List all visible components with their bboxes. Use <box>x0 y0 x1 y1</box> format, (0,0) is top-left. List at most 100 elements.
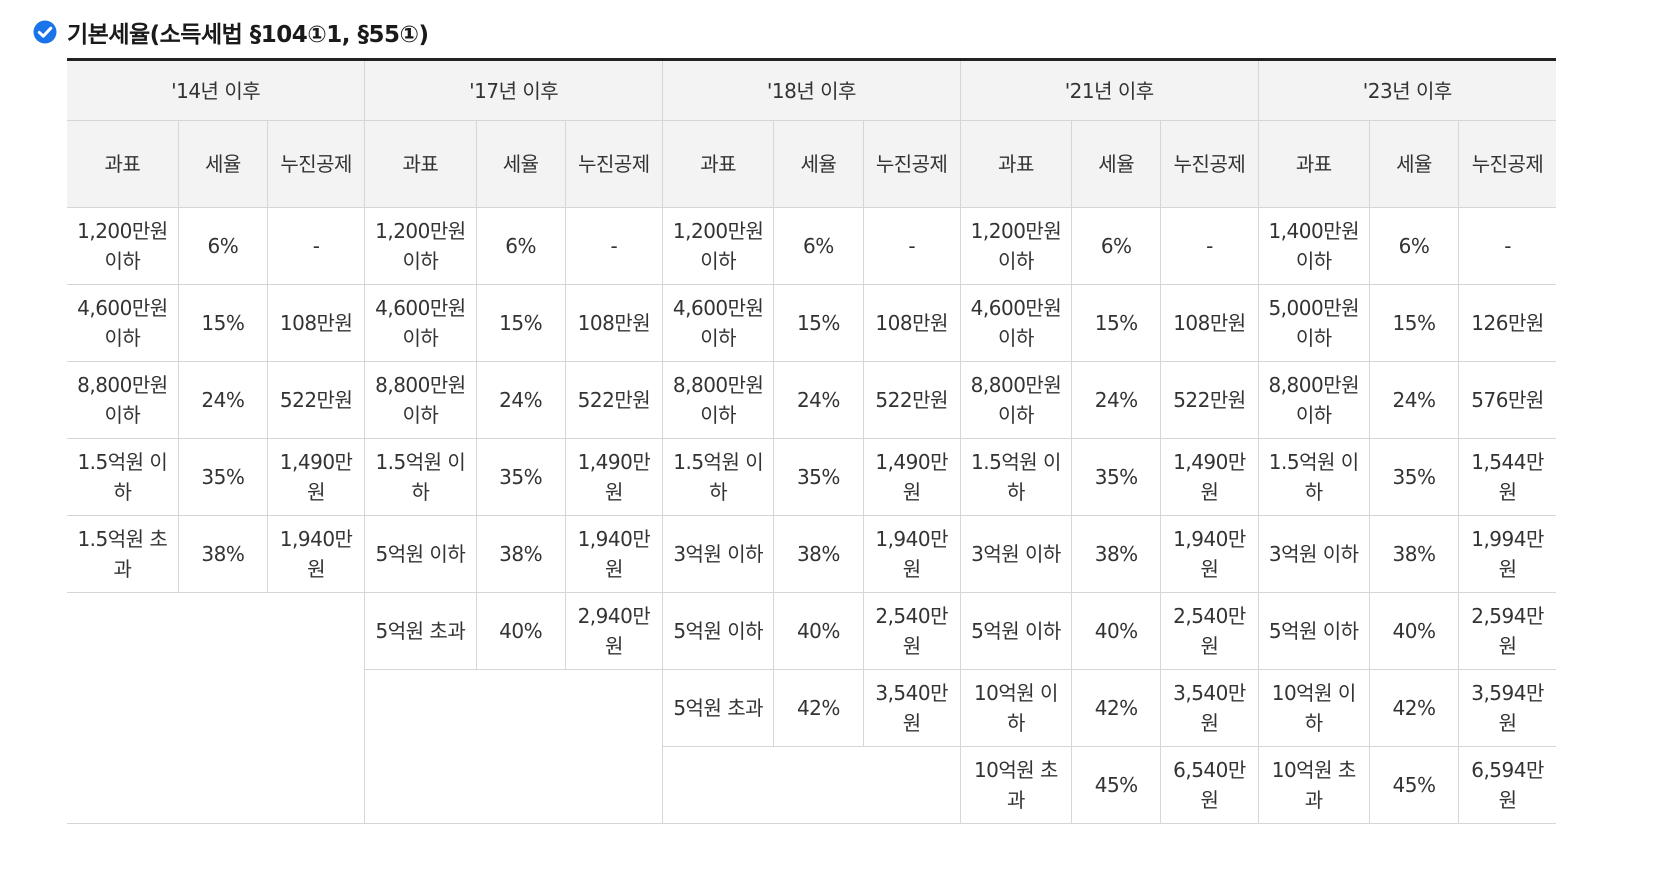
cell-base: 8,800만원 이하 <box>364 361 477 439</box>
column-header-deduction: 누진공제 <box>1160 120 1259 208</box>
cell-deduction: 1,544만원 <box>1458 438 1556 516</box>
cell-rate: 38% <box>1368 515 1460 593</box>
cell-rate: 24% <box>773 361 864 439</box>
cell-rate: 38% <box>1071 515 1162 593</box>
period-header-2021: '21년 이후 <box>959 59 1259 121</box>
cell-deduction: 126만원 <box>1458 284 1556 362</box>
cell-base: 10억원 초과 <box>1257 746 1370 824</box>
cell-deduction: 6,540만원 <box>1160 746 1259 824</box>
cell-base: 5,000만원 이하 <box>1257 284 1370 362</box>
cell-base: 1,400만원 이하 <box>1257 207 1370 285</box>
period-header-row: '14년 이후 '17년 이후 '18년 이후 '21년 이후 '23년 이후 <box>67 59 1556 121</box>
cell-deduction: 1,490만원 <box>1160 438 1259 516</box>
cell-rate: 35% <box>773 438 864 516</box>
table-row: 4,600만원 이하 15% 108만원 4,600만원 이하 15% 108만원 4,60… <box>67 284 1556 362</box>
cell-deduction: 108만원 <box>564 284 664 362</box>
table-row: 10억원 초과 45% 6,540만원 10억원 초과 45% 6,594만원 <box>67 746 1556 824</box>
column-header-base: 과표 <box>662 120 775 208</box>
column-header-deduction: 누진공제 <box>1458 120 1556 208</box>
cell-deduction: 2,540만원 <box>1160 592 1259 670</box>
cell-base: 10억원 초과 <box>959 746 1073 824</box>
cell-base: 1.5억원 이하 <box>959 438 1073 516</box>
cell-base: 8,800만원 이하 <box>1257 361 1370 439</box>
cell-base: 5억원 이하 <box>1257 592 1370 670</box>
cell-rate: 38% <box>773 515 864 593</box>
table-row: 5억원 초과 40% 2,940만원 5억원 이하 40% 2,540만원 5억원 이하 40… <box>67 592 1556 824</box>
cell-base: 3억원 이하 <box>662 515 775 593</box>
cell-rate: 24% <box>1071 361 1162 439</box>
empty-cell <box>364 669 664 824</box>
cell-deduction: 1,940만원 <box>1160 515 1259 593</box>
cell-rate: 35% <box>177 438 269 516</box>
cell-rate: 15% <box>1368 284 1460 362</box>
cell-deduction: 1,940만원 <box>862 515 961 593</box>
column-header-rate: 세율 <box>177 120 269 208</box>
cell-base: 4,600만원 이하 <box>364 284 477 362</box>
cell-base: 5억원 초과 <box>364 592 477 670</box>
column-header-rate: 세율 <box>1071 120 1162 208</box>
table-row: 5억원 초과 42% 3,540만원 10억원 이하 42% 3,540만원 10억원 이하… <box>67 669 1556 824</box>
cell-rate: 35% <box>1368 438 1460 516</box>
cell-base: 5억원 이하 <box>662 592 775 670</box>
cell-deduction: 2,540만원 <box>862 592 961 670</box>
cell-deduction: 3,540만원 <box>1160 669 1259 747</box>
cell-rate: 15% <box>177 284 269 362</box>
cell-deduction: 2,594만원 <box>1458 592 1556 670</box>
section-heading: 기본세율(소득세법 §104①1, §55①) <box>33 14 429 50</box>
cell-deduction: 3,594만원 <box>1458 669 1556 747</box>
cell-deduction: 522만원 <box>266 361 366 439</box>
cell-deduction: - <box>266 207 366 285</box>
cell-base: 1.5억원 이하 <box>364 438 477 516</box>
cell-rate: 15% <box>475 284 566 362</box>
column-header-rate: 세율 <box>475 120 566 208</box>
cell-rate: 38% <box>177 515 269 593</box>
cell-deduction: 3,540만원 <box>862 669 961 747</box>
column-header-base: 과표 <box>364 120 477 208</box>
cell-deduction: 1,490만원 <box>862 438 961 516</box>
cell-deduction: 1,490만원 <box>266 438 366 516</box>
cell-rate: 45% <box>1368 746 1460 824</box>
cell-rate: 42% <box>1368 669 1460 747</box>
column-header-deduction: 누진공제 <box>564 120 664 208</box>
period-header-2014: '14년 이후 <box>67 59 366 121</box>
cell-base: 10억원 이하 <box>1257 669 1370 747</box>
cell-base: 1,200만원 이하 <box>959 207 1073 285</box>
cell-rate: 42% <box>1071 669 1162 747</box>
cell-deduction: - <box>862 207 961 285</box>
cell-base: 5억원 이하 <box>364 515 477 593</box>
page-title: 기본세율(소득세법 §104①1, §55①) <box>67 22 429 48</box>
column-header-base: 과표 <box>959 120 1073 208</box>
cell-rate: 6% <box>1368 207 1460 285</box>
cell-base: 1.5억원 이하 <box>67 438 179 516</box>
cell-base: 1.5억원 초과 <box>67 515 179 593</box>
cell-rate: 24% <box>475 361 566 439</box>
table-row: 1.5억원 초과 38% 1,940만원 5억원 이하 38% 1,940만원 3억원 이하… <box>67 515 1556 593</box>
cell-rate: 24% <box>177 361 269 439</box>
table-row: 1,200만원 이하 6% -1,200만원 이하 6% -1,200만원 이하 6% -1… <box>67 207 1556 285</box>
cell-deduction: 1,994만원 <box>1458 515 1556 593</box>
cell-rate: 42% <box>773 669 864 747</box>
column-header-row: 과표 세율 누진공제 과표 세율 누진공제 과표 세율 누진공제 과표 세율 누… <box>67 120 1556 208</box>
cell-base: 8,800만원 이하 <box>959 361 1073 439</box>
cell-base: 8,800만원 이하 <box>67 361 179 439</box>
period-header-2017: '17년 이후 <box>364 59 664 121</box>
cell-deduction: 108만원 <box>1160 284 1259 362</box>
cell-base: 3억원 이하 <box>1257 515 1370 593</box>
column-header-base: 과표 <box>67 120 179 208</box>
column-header-base: 과표 <box>1257 120 1370 208</box>
cell-base: 4,600만원 이하 <box>662 284 775 362</box>
cell-deduction: 522만원 <box>1160 361 1259 439</box>
check-circle-icon <box>33 20 57 44</box>
column-header-deduction: 누진공제 <box>862 120 961 208</box>
period-header-2023: '23년 이후 <box>1257 59 1556 121</box>
empty-cell <box>67 592 366 824</box>
cell-rate: 35% <box>1071 438 1162 516</box>
cell-rate: 38% <box>475 515 566 593</box>
cell-rate: 40% <box>1071 592 1162 670</box>
period-header-2018: '18년 이후 <box>662 59 961 121</box>
cell-deduction: 6,594만원 <box>1458 746 1556 824</box>
table-row: 8,800만원 이하 24% 522만원 8,800만원 이하 24% 522만원 8,80… <box>67 361 1556 439</box>
cell-base: 1,200만원 이하 <box>364 207 477 285</box>
cell-base: 3억원 이하 <box>959 515 1073 593</box>
cell-deduction: 1,490만원 <box>564 438 664 516</box>
